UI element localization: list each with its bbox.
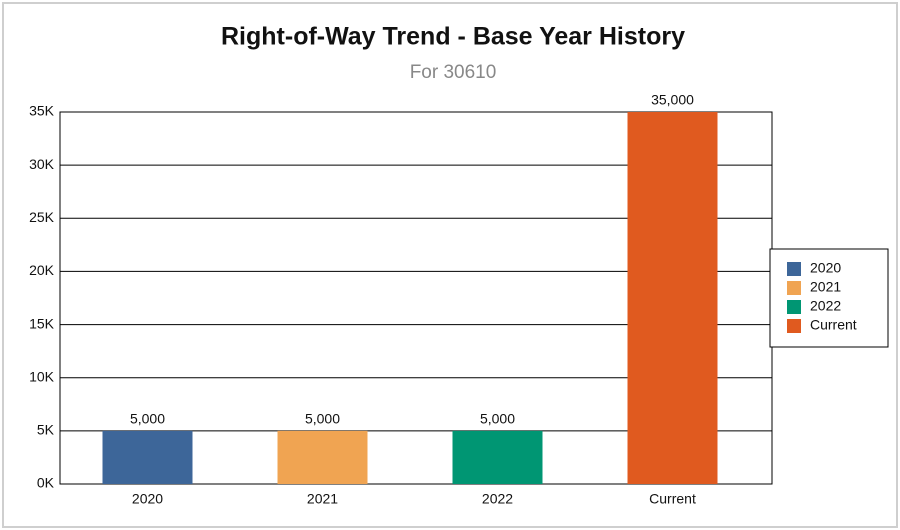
x-tick-label: 2020 <box>132 491 163 507</box>
legend-swatch <box>787 319 801 333</box>
legend-label: Current <box>810 317 857 333</box>
y-tick-label: 30K <box>29 156 55 172</box>
data-label: 5,000 <box>305 411 340 427</box>
legend-swatch <box>787 281 801 295</box>
y-tick-label: 10K <box>29 368 55 384</box>
data-label: 5,000 <box>480 411 515 427</box>
y-tick-label: 15K <box>29 315 55 331</box>
x-tick-label: Current <box>649 491 696 507</box>
data-label: 35,000 <box>651 92 694 108</box>
chart-title: Right-of-Way Trend - Base Year History <box>221 23 685 51</box>
y-tick-label: 20K <box>29 262 55 278</box>
legend-swatch <box>787 262 801 276</box>
bar <box>277 430 368 484</box>
legend-label: 2022 <box>810 298 841 314</box>
bar <box>627 112 718 484</box>
x-tick-label: 2022 <box>482 491 513 507</box>
chart-subtitle: For 30610 <box>410 62 497 83</box>
bar <box>102 430 193 484</box>
data-label: 5,000 <box>130 411 165 427</box>
x-tick-label: 2021 <box>307 491 338 507</box>
y-tick-label: 5K <box>37 422 55 438</box>
y-tick-label: 25K <box>29 209 55 225</box>
y-tick-label: 0K <box>37 475 55 491</box>
legend-label: 2021 <box>810 279 841 295</box>
legend-label: 2020 <box>810 260 841 276</box>
bar <box>452 430 543 484</box>
y-tick-label: 35K <box>29 103 55 119</box>
legend-swatch <box>787 300 801 314</box>
